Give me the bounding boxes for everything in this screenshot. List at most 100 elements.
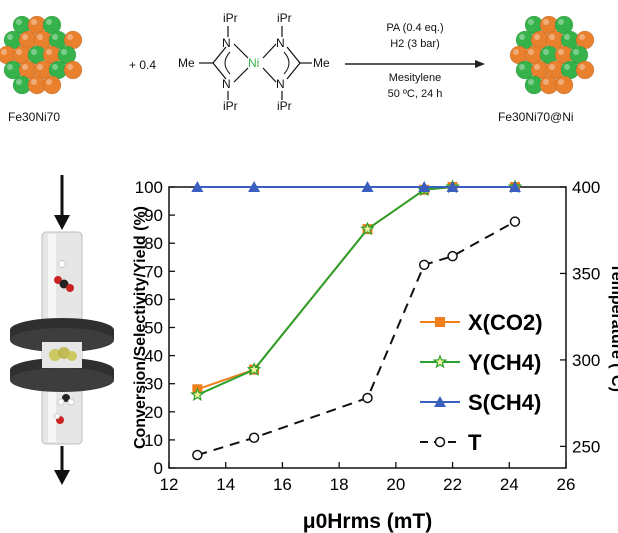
methyl-right-label: Me — [313, 56, 330, 70]
legend-label: T — [468, 430, 482, 455]
atom-sphere — [42, 75, 62, 95]
condition-line: PA (0.4 eq.) — [386, 22, 444, 34]
legend-marker — [435, 317, 445, 327]
atom-highlight — [31, 19, 37, 25]
atom-highlight — [528, 19, 534, 25]
x-tick-label: 26 — [557, 475, 576, 494]
y-left-tick-label: 30 — [144, 375, 163, 394]
n-label: N — [276, 77, 285, 91]
n-label: N — [222, 36, 231, 50]
atom-highlight — [543, 79, 549, 85]
ipr-label: iPr — [277, 99, 292, 113]
data-point — [248, 181, 261, 192]
x-tick-label: 20 — [386, 475, 405, 494]
atom-highlight — [46, 79, 52, 85]
legend-marker — [432, 354, 448, 369]
y-left-tick-label: 20 — [144, 403, 163, 422]
ipr-label: iPr — [277, 11, 292, 25]
atom-highlight — [61, 49, 67, 55]
data-point — [190, 387, 205, 402]
legend: X(CO2) Y(CH4) S(CH4) T — [420, 310, 543, 455]
methyl-left-label: Me — [178, 56, 195, 70]
data-point — [509, 216, 521, 227]
series-S(CH4) — [191, 181, 521, 192]
legend-label: S(CH4) — [468, 390, 541, 415]
atom-highlight — [7, 34, 13, 40]
atom-highlight — [1, 49, 7, 55]
atom-highlight — [528, 49, 534, 55]
atom-highlight — [16, 79, 22, 85]
x-tick-label: 14 — [216, 475, 235, 494]
atom-highlight — [534, 34, 540, 40]
atom-highlight — [519, 64, 525, 70]
atom-highlight — [31, 49, 37, 55]
atom-highlight — [16, 49, 22, 55]
y-right-axis-label: Temperature (°C) — [608, 263, 618, 392]
data-point — [361, 181, 374, 192]
atom-highlight — [534, 64, 540, 70]
y-left-tick-label: 80 — [144, 234, 163, 253]
condition-line: H2 (3 bar) — [390, 38, 440, 50]
y-left-axis-label: Conversion/Selectivity/Yield (%) — [132, 206, 149, 449]
x-tick-label: 24 — [500, 475, 519, 494]
atom-highlight — [543, 49, 549, 55]
product-nanoparticle-icon — [509, 15, 595, 95]
atom-highlight — [549, 34, 555, 40]
reactant-label: Fe30Ni70 — [8, 110, 61, 124]
atom-highlight — [37, 34, 43, 40]
data-point — [360, 221, 375, 236]
atom-highlight — [22, 64, 28, 70]
data-point — [246, 361, 262, 376]
y-left-tick-label: 40 — [144, 347, 163, 366]
y-left-tick-label: 100 — [135, 178, 163, 197]
induction-reactor-icon — [10, 175, 114, 485]
n-label: N — [222, 77, 231, 91]
condition-line: Mesitylene — [388, 72, 442, 84]
y-right-tick-label: 250 — [572, 437, 600, 456]
data-point — [447, 250, 458, 262]
ipr-label: iPr — [223, 99, 238, 113]
legend-label: X(CO2) — [468, 310, 543, 335]
nickel-amidinate-structure: Me N N iPr iPr Ni N N iPr iPr Me — [178, 11, 330, 113]
legend-marker — [434, 436, 446, 448]
atom-highlight — [579, 34, 585, 40]
data-point — [418, 181, 431, 192]
atom-highlight — [67, 34, 73, 40]
atom-highlight — [579, 64, 585, 70]
atom-highlight — [564, 64, 570, 70]
atom-highlight — [528, 79, 534, 85]
data-point — [192, 449, 203, 461]
atom-highlight — [558, 49, 564, 55]
reaction-scheme: Me N N iPr iPr Ni N N iPr iPr Me — [0, 11, 595, 113]
y-right-tick-label: 400 — [572, 178, 600, 197]
atom-sphere — [554, 75, 574, 95]
atom-highlight — [16, 19, 22, 25]
data-point — [362, 392, 373, 404]
series-line — [197, 220, 516, 456]
y-left-tick-label: 90 — [144, 206, 163, 225]
condition-line: 50 ºC, 24 h — [387, 88, 443, 100]
nickel-label: Ni — [248, 56, 259, 70]
arrow-head-icon — [475, 60, 485, 68]
series-T — [192, 216, 521, 461]
y-left-tick-label: 50 — [144, 319, 163, 338]
coefficient-label: + 0.4 — [129, 58, 157, 72]
atom-highlight — [549, 64, 555, 70]
x-tick-label: 16 — [273, 475, 292, 494]
atom-highlight — [46, 19, 52, 25]
atom-highlight — [7, 64, 13, 70]
atom-highlight — [67, 64, 73, 70]
atom-highlight — [519, 34, 525, 40]
product-label: Fe30Ni70@Ni — [498, 110, 574, 124]
atom-highlight — [46, 49, 52, 55]
data-point — [418, 259, 430, 271]
atom-highlight — [31, 79, 37, 85]
y-right-tick-label: 300 — [572, 351, 600, 370]
atom-highlight — [37, 64, 43, 70]
data-point — [508, 181, 521, 192]
atom-sphere — [575, 60, 595, 80]
x-tick-label: 18 — [330, 475, 349, 494]
reactant-nanoparticle-icon — [0, 15, 83, 95]
data-point — [446, 181, 459, 192]
legend-marker — [434, 396, 446, 407]
